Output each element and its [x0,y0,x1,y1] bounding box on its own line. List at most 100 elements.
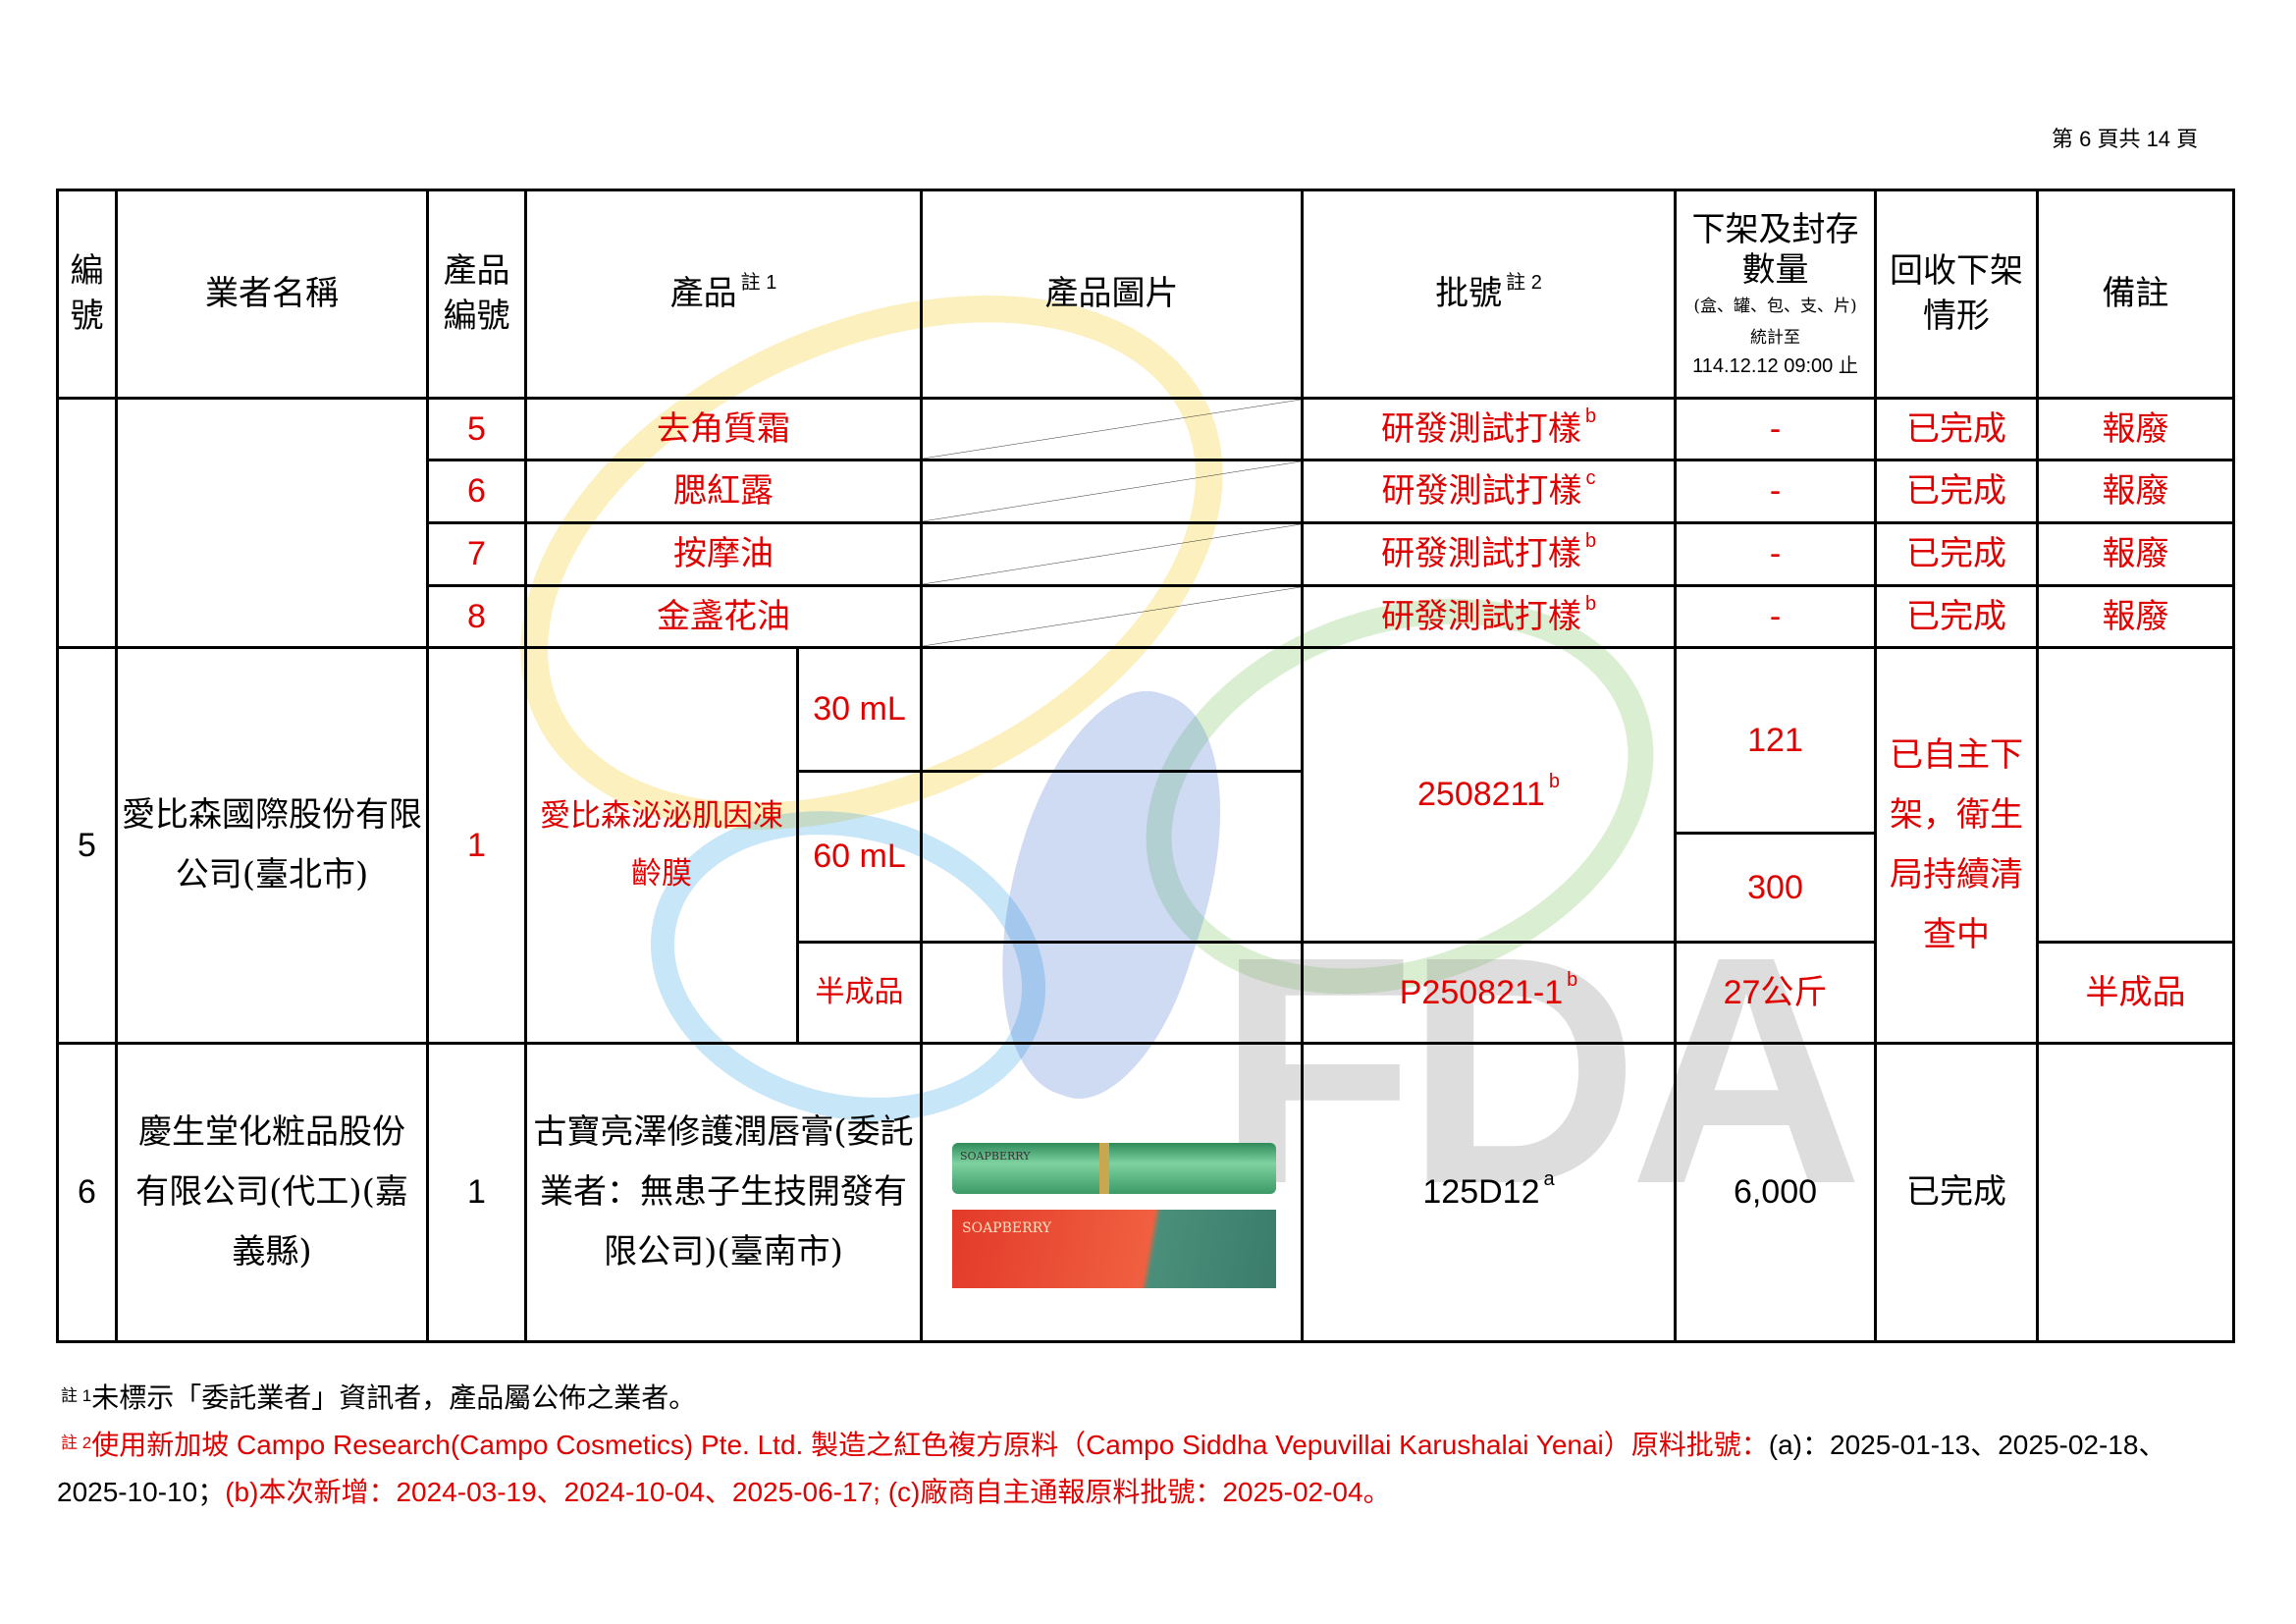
status: 已完成 [1874,1042,2039,1343]
company-cell [115,397,429,649]
qty-units: (盒、罐、包、支、片) [1693,297,1857,316]
header-status: 回收下架情形 [1874,189,2039,400]
note-2-mark: 註 2 [61,1434,92,1452]
lip-balm-tube: SOAPBERRY [952,1143,1276,1194]
header-no: 編號 [56,189,118,400]
lip-balm-box: SOAPBERRY [952,1210,1276,1288]
size-60ml: 60 mL [796,770,923,944]
qty-title: 下架及封存數量 [1691,210,1859,291]
product-name: 愛比森泌泌肌因凍齡膜 [524,646,799,1045]
qty-semi-finished: 27公斤 [1674,941,1877,1045]
qty: - [1674,521,1877,587]
product-no: 8 [426,584,527,649]
header-product-no: 產品編號 [426,189,527,400]
product-name: 金盞花油 [524,584,923,649]
image-empty-cell [920,459,1304,524]
recall-table: 編號 業者名稱 產品編號 產品註 1 產品圖片 批號註 2 下架及封存數量 (盒… [56,189,2235,1343]
header-company: 業者名稱 [115,189,429,400]
status: 已自主下架，衛生局持續清查中 [1874,646,2039,1045]
header-batch-label: 批號 [1435,273,1503,313]
batch-sup: b [1584,405,1597,427]
note-2: 註 2使用新加坡 Campo Research(Campo Cosmetics)… [57,1422,2197,1516]
image-empty-cell [920,584,1304,649]
note-2-batches-bc: (b)本次新增：2024-03-19、2024-10-04、2025-06-17… [225,1477,1391,1507]
header-row: 編號 業者名稱 產品編號 產品註 1 產品圖片 批號註 2 下架及封存數量 (盒… [56,189,2235,400]
batch-sup: b [1584,530,1597,553]
header-remarks: 備註 [2036,189,2235,400]
status: 已完成 [1874,459,2039,524]
product-name: 按摩油 [524,521,923,587]
header-product: 產品註 1 [524,189,923,400]
no-cell: 6 [56,1042,118,1343]
qty: 6,000 [1674,1042,1877,1343]
qty: - [1674,397,1877,461]
product-image: SOAPBERRY SOAPBERRY [923,1045,1301,1340]
table-row: 300 [58,832,2234,944]
batch-sup: b [1548,771,1560,793]
remarks: 報廢 [2036,584,2235,649]
remarks [2036,1042,2235,1343]
batch: 研發測試打樣 [1380,408,1581,449]
table-row: 5 愛比森國際股份有限公司(臺北市) 1 愛比森泌泌肌因凍齡膜 30 mL 25… [56,646,2235,1045]
batch-sup: c [1585,467,1596,490]
batch-cell: 研發測試打樣 c [1301,459,1677,524]
image-empty-cell [920,521,1304,587]
note-ref: 註 2 [1506,271,1542,294]
table-row: 60 mL [58,770,2234,944]
table-row: 7 按摩油 研發測試打樣 b - 已完成 報廢 [58,521,2235,587]
batch-cell: 研發測試打樣 b [1301,521,1677,587]
batch-sup: b [1584,592,1597,615]
status: 已完成 [1874,521,2039,587]
product-no: 6 [426,459,527,524]
no-cell: 5 [56,646,118,1045]
batch-sup: a [1543,1168,1555,1191]
page-number: 第 6 頁共 14 頁 [2052,127,2199,151]
no-cell [56,397,118,649]
qty-as-of: 統計至 [1750,328,1800,349]
size-30ml: 30 mL [796,646,923,773]
table-row: 8 金盞花油 研發測試打樣 b - 已完成 報廢 [58,584,2235,649]
batch: 2508211 [1417,776,1545,814]
qty-date: 114.12.12 09:00 止 [1692,354,1858,377]
batch-cell: 研發測試打樣 b [1301,397,1677,461]
table-row: 半成品 P250821-1 b 27公斤 半成品 [58,941,2235,1045]
product-no: 7 [426,521,527,587]
qty: - [1674,459,1877,524]
image-empty-cell [920,941,1304,1045]
batch: P250821-1 [1399,973,1564,1011]
image-empty-cell [920,646,1304,773]
header-image: 產品圖片 [920,189,1304,400]
batch: 125D12 [1422,1173,1540,1212]
size-semi-finished: 半成品 [796,941,923,1045]
product-no: 1 [426,646,527,1045]
note-1-text: 未標示「委託業者」資訊者，產品屬公佈之業者。 [91,1382,697,1413]
note-1: 註 1未標示「委託業者」資訊者，產品屬公佈之業者。 [57,1375,2197,1422]
note-2-batches-a: (a)：2025-01-13、2025-02-18、2025-10-10； [57,1430,2166,1507]
image-empty-cell [920,770,1304,944]
qty-60ml: 300 [1674,832,1877,944]
remarks: 半成品 [2036,941,2235,1045]
product-no: 1 [426,1042,527,1343]
image-empty-cell [920,397,1304,461]
batch-cell: 2508211 b [1301,646,1677,944]
note-ref: 註 1 [740,271,777,294]
status: 已完成 [1874,397,2039,461]
tube-brand: SOAPBERRY [960,1150,1031,1163]
remarks: 報廢 [2036,459,2235,524]
table-row: 6 慶生堂化粧品股份有限公司(代工)(嘉義縣) 1 古寶亮澤修護潤唇膏(委託業者… [56,1042,2235,1343]
remarks-empty [2036,646,2235,944]
table-row: 6 腮紅露 研發測試打樣 c - 已完成 報廢 [58,459,2235,524]
footnotes: 註 1未標示「委託業者」資訊者，產品屬公佈之業者。 註 2使用新加坡 Campo… [57,1375,2197,1516]
box-brand: SOAPBERRY [962,1220,1051,1236]
product-name: 去角質霜 [524,397,923,461]
tube-gold-band [1099,1143,1109,1194]
batch-cell: 125D12 a [1301,1042,1677,1343]
note-2-text: 使用新加坡 Campo Research(Campo Cosmetics) Pt… [91,1430,1769,1460]
header-batch: 批號註 2 [1301,189,1677,400]
company-cell: 慶生堂化粧品股份有限公司(代工)(嘉義縣) [115,1042,429,1343]
company-cell: 愛比森國際股份有限公司(臺北市) [115,646,429,1045]
header-product-label: 產品 [669,273,737,313]
batch: 研發測試打樣 [1381,471,1582,512]
product-name: 古寶亮澤修護潤唇膏(委託業者：無患子生技開發有限公司)(臺南市) [524,1042,923,1343]
